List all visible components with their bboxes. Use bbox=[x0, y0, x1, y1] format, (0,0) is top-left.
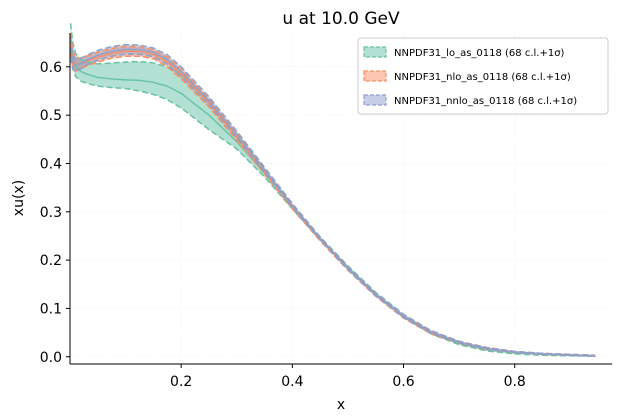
uncertainty-bands bbox=[70, 23, 596, 357]
legend-label-0: NNPDF31_lo_as_0118 (68 c.l.+1σ) bbox=[394, 48, 565, 59]
legend-swatch-1 bbox=[363, 70, 387, 82]
legend-label-2: NNPDF31_nnlo_as_0118 (68 c.l.+1σ) bbox=[394, 96, 577, 107]
series-central-line-2 bbox=[69, 47, 596, 357]
y-tick-label-0: 0.0 bbox=[40, 350, 62, 366]
x-tick-label-2: 0.6 bbox=[392, 374, 414, 390]
series-lines bbox=[69, 23, 596, 358]
x-tick-label-3: 0.8 bbox=[504, 374, 526, 390]
y-tick-label-3: 0.3 bbox=[40, 205, 62, 221]
series-lower-line-2 bbox=[69, 53, 596, 358]
legend-swatch-0 bbox=[363, 46, 387, 58]
y-tick-label-1: 0.1 bbox=[40, 301, 62, 317]
y-tick-label-2: 0.2 bbox=[40, 253, 62, 269]
x-tick-label-1: 0.4 bbox=[281, 374, 303, 390]
y-tick-label-5: 0.5 bbox=[40, 108, 62, 124]
y-tick-label-4: 0.4 bbox=[40, 156, 62, 172]
legend-frame bbox=[357, 37, 609, 115]
x-tick-label-0: 0.2 bbox=[170, 374, 192, 390]
legend: NNPDF31_lo_as_0118 (68 c.l.+1σ) NNPDF31_n… bbox=[357, 37, 609, 115]
x-axis-label: x bbox=[337, 397, 345, 413]
ticks: 0.2 0.4 0.6 0.8 0.0 0.1 0.2 0.3 0.4 0.5 0.6 bbox=[40, 60, 526, 390]
chart-title: u at 10.0 GeV bbox=[282, 9, 400, 29]
y-tick-label-6: 0.6 bbox=[40, 60, 62, 76]
series-band-0 bbox=[70, 23, 596, 357]
series-lower-line-0 bbox=[69, 47, 596, 358]
legend-swatch-2 bbox=[363, 94, 387, 106]
legend-label-1: NNPDF31_nlo_as_0118 (68 c.l.+1σ) bbox=[394, 72, 571, 83]
series-upper-line-2 bbox=[69, 37, 596, 357]
y-axis-label: xu(x) bbox=[11, 180, 27, 216]
